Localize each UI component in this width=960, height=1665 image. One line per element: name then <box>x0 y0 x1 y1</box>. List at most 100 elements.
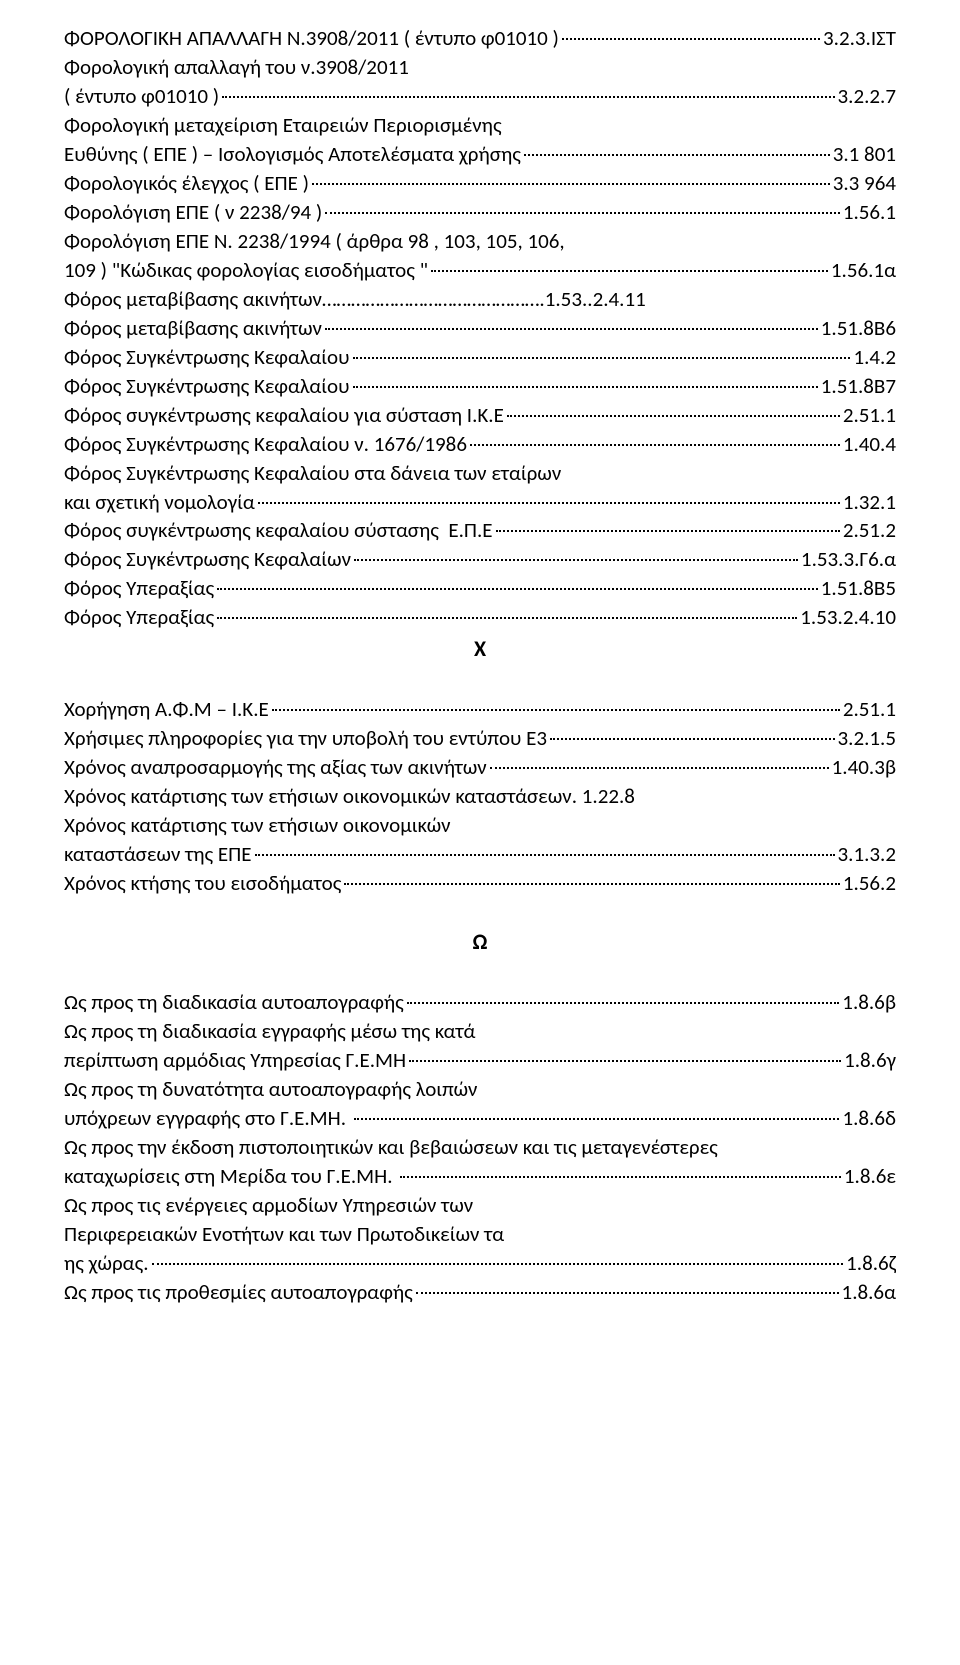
index-entry-ref: 1.8.6ζ <box>846 1249 896 1278</box>
index-entry-ref: 2.51.2 <box>843 516 896 545</box>
index-text-line: Ως προς τη διαδικασία εγγραφής μέσω της … <box>64 1017 896 1046</box>
index-entry: Φόρος μεταβίβασης ακινήτων 1.51.8Β6 <box>64 314 896 343</box>
index-text-line: Χρόνος κατάρτισης των ετήσιων οικονομικώ… <box>64 782 896 811</box>
index-entry-ref: 1.8.6α <box>842 1278 896 1307</box>
index-entry-ref: 3.2.3.ΙΣΤ <box>823 24 896 53</box>
index-entry-ref: 1.40.4 <box>843 430 896 459</box>
index-entry: ΦΟΡΟΛΟΓΙΚΗ ΑΠΑΛΛΑΓΗ Ν.3908/2011 ( έντυπο… <box>64 24 896 53</box>
index-entry-label: Φόρος συγκέντρωσης κεφαλαίου σύστασης Ε.… <box>64 516 493 545</box>
index-entry-ref: 1.53.3.Γ6.α <box>801 545 896 574</box>
leader-dots <box>507 415 840 417</box>
index-text-line: Ως προς τις ενέργειες αρμοδίων Υπηρεσιών… <box>64 1191 896 1220</box>
leader-dots <box>354 559 798 561</box>
index-entry: καταστάσεων της ΕΠΕ 3.1.3.2 <box>64 840 896 869</box>
leader-dots <box>353 386 818 388</box>
index-entry-ref: 1.56.1 <box>843 198 896 227</box>
index-entry-ref: 1.51.8Β6 <box>821 314 896 343</box>
leader-dots <box>344 883 839 885</box>
index-entry-label: ης χώρας. <box>64 1249 149 1278</box>
index-entry-label: Χορήγηση Α.Φ.Μ – Ι.Κ.Ε <box>64 695 269 724</box>
index-text-line: Χρόνος κατάρτισης των ετήσιων οικονομικώ… <box>64 811 896 840</box>
index-entry: Χρόνος κτήσης του εισοδήματος1.56.2 <box>64 869 896 898</box>
index-text-line: Ως προς την έκδοση πιστοποιητικών και βε… <box>64 1133 896 1162</box>
index-entry: και σχετική νομολογία1.32.1 <box>64 488 896 517</box>
index-entry: Φόρος Συγκέντρωσης Κεφαλαίου 1.4.2 <box>64 343 896 372</box>
index-entry-ref: 1.51.8Β5 <box>821 574 896 603</box>
index-entry-label: και σχετική νομολογία <box>64 488 255 517</box>
index-entry-label: Φόρος Συγκέντρωσης Κεφαλαίου <box>64 343 350 372</box>
index-entry-ref: 1.8.6δ <box>842 1104 896 1133</box>
leader-dots <box>496 530 840 532</box>
index-text-line: Φόρος μεταβίβασης ακινήτων……………………………………… <box>64 285 896 314</box>
index-entry: Φόρος Συγκέντρωσης Κεφαλαίου ν. 1676/198… <box>64 430 896 459</box>
index-entry-ref: 1.8.6ε <box>844 1162 896 1191</box>
leader-dots <box>409 1060 841 1062</box>
index-entry-ref: 1.8.6β <box>842 988 896 1017</box>
index-entry-ref: 1.4.2 <box>853 343 896 372</box>
index-entry-ref: 1.56.2 <box>843 869 896 898</box>
leader-dots <box>325 328 818 330</box>
index-text-line: Φορολόγιση ΕΠΕ Ν. 2238/1994 ( άρθρα 98 ,… <box>64 227 896 256</box>
index-text-line: Φόρος Συγκέντρωσης Κεφαλαίου στα δάνεια … <box>64 459 896 488</box>
document-root: ΦΟΡΟΛΟΓΙΚΗ ΑΠΑΛΛΑΓΗ Ν.3908/2011 ( έντυπο… <box>64 24 896 1307</box>
index-entry-ref: 1.8.6γ <box>844 1046 896 1075</box>
index-entry: 109 ) "Κώδικας φορολογίας εισοδήματος "1… <box>64 256 896 285</box>
index-entry: Φόρος Υπεραξίας1.53.2.4.10 <box>64 603 896 632</box>
index-entry: Φόρος συγκέντρωσης κεφαλαίου για σύσταση… <box>64 401 896 430</box>
index-entry-ref: 3.3 964 <box>833 169 896 198</box>
leader-dots <box>470 444 840 446</box>
index-text-line: Φορολογική μεταχείριση Εταιρειών Περιορι… <box>64 111 896 140</box>
leader-dots <box>490 767 829 769</box>
index-entry-label: Χρήσιμες πληροφορίες για την υποβολή του… <box>64 724 547 753</box>
index-entry: ( έντυπο φ01010 )3.2.2.7 <box>64 82 896 111</box>
leader-dots <box>152 1263 844 1265</box>
leader-dots <box>217 588 818 590</box>
index-entry-ref: 3.1 801 <box>833 140 896 169</box>
index-entry-ref: 3.2.2.7 <box>838 82 896 111</box>
leader-dots <box>407 1002 840 1004</box>
index-entry-ref: 1.51.8Β7 <box>821 372 896 401</box>
leader-dots <box>312 183 830 185</box>
index-entry-label: Φόρος Συγκέντρωσης Κεφαλαίου <box>64 372 350 401</box>
leader-dots <box>431 270 828 272</box>
index-entry-label: Φόρος μεταβίβασης ακινήτων <box>64 314 322 343</box>
index-entry-label: Φόρος συγκέντρωσης κεφαλαίου για σύσταση… <box>64 401 504 430</box>
index-entry-label: Ως προς τις προθεσμίες αυτοαπογραφής <box>64 1278 413 1307</box>
vertical-spacer <box>64 897 896 925</box>
index-entry: Φόρος Υπεραξίας 1.51.8Β5 <box>64 574 896 603</box>
leader-dots <box>217 617 797 619</box>
vertical-spacer <box>64 667 896 695</box>
leader-dots <box>400 1176 841 1178</box>
index-entry-label: Ευθύνης ( ΕΠΕ ) – Ισολογισμός Αποτελέσμα… <box>64 140 521 169</box>
leader-dots <box>258 502 840 504</box>
leader-dots <box>416 1292 839 1294</box>
index-entry-label: υπόχρεων εγγραφής στο Γ.Ε.ΜΗ. <box>64 1104 351 1133</box>
index-entry-label: καταστάσεων της ΕΠΕ <box>64 840 252 869</box>
index-entry: καταχωρίσεις στη Μερίδα του Γ.Ε.ΜΗ. 1.8.… <box>64 1162 896 1191</box>
index-entry-label: 109 ) "Κώδικας φορολογίας εισοδήματος " <box>64 256 428 285</box>
leader-dots <box>222 96 834 98</box>
index-entry: Χρήσιμες πληροφορίες για την υποβολή του… <box>64 724 896 753</box>
index-entry-ref: 3.2.1.5 <box>838 724 896 753</box>
index-entry: Χρόνος αναπροσαρμογής της αξίας των ακιν… <box>64 753 896 782</box>
leader-dots <box>255 854 835 856</box>
leader-dots <box>272 709 840 711</box>
index-entry-label: Φορολογικός έλεγχος ( ΕΠΕ ) <box>64 169 309 198</box>
leader-dots <box>325 212 840 214</box>
index-text-line: Φορολογική απαλλαγή του ν.3908/2011 <box>64 53 896 82</box>
index-entry: Φόρος συγκέντρωσης κεφαλαίου σύστασης Ε.… <box>64 516 896 545</box>
index-entry-ref: 3.1.3.2 <box>838 840 896 869</box>
index-entry-label: Φόρος Υπεραξίας <box>64 574 214 603</box>
index-entry: Φόρος Συγκέντρωσης Κεφαλαίου 1.51.8Β7 <box>64 372 896 401</box>
index-entry: Ευθύνης ( ΕΠΕ ) – Ισολογισμός Αποτελέσμα… <box>64 140 896 169</box>
index-entry: ης χώρας. 1.8.6ζ <box>64 1249 896 1278</box>
leader-dots <box>562 38 820 40</box>
index-entry: Χορήγηση Α.Φ.Μ – Ι.Κ.Ε2.51.1 <box>64 695 896 724</box>
index-entry-label: Ως προς τη διαδικασία αυτοαπογραφής <box>64 988 404 1017</box>
index-entry-ref: 1.40.3β <box>832 753 896 782</box>
index-entry: Φορολόγιση ΕΠΕ ( ν 2238/94 )1.56.1 <box>64 198 896 227</box>
index-entry-label: Φόρος Συγκέντρωσης Κεφαλαίων <box>64 545 351 574</box>
leader-dots <box>524 154 830 156</box>
index-entry-ref: 1.53.2.4.10 <box>800 603 896 632</box>
index-entry: Φορολογικός έλεγχος ( ΕΠΕ ) 3.3 964 <box>64 169 896 198</box>
